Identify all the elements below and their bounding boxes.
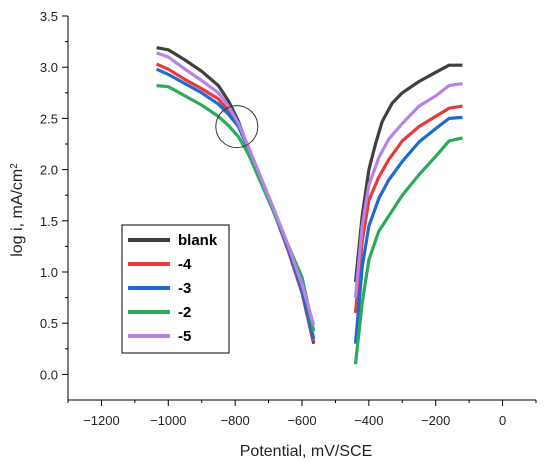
series-group [155,46,463,365]
x-tick-label: 0 [499,413,506,428]
y-tick-label: 3.5 [40,9,58,24]
y-tick-label: 3.0 [40,60,58,75]
x-tick-label: −1200 [83,413,120,428]
y-axis-title: log i, mA/cm2 [9,163,27,257]
x-tick-label: −200 [421,413,450,428]
x-tick-label: −1000 [150,413,187,428]
y-tick-label: 0.0 [40,367,58,382]
y-axis-title-superscript: 2 [9,163,20,169]
legend-label: -5 [178,328,191,345]
legend-label: -2 [178,304,191,321]
legend-label: -3 [178,280,191,297]
annotation-group [215,105,259,149]
y-tick-label: 2.0 [40,163,58,178]
axes-group: −1200 −1000 −800 −600 −400 −200 0 0.0 0.5 1.0 1.5 2… [40,9,537,428]
x-tick-label: −800 [220,413,249,428]
series-line-anodic [353,115,463,344]
y-tick-label: 2.5 [40,111,58,126]
y-tick-label: 1.5 [40,214,58,229]
series-line-cathodic [156,51,316,326]
legend-label: -4 [178,256,192,273]
x-axis-title: Potential, mV/SCE [240,443,373,460]
x-tick-label: −600 [287,413,316,428]
series-line-anodic [353,104,463,314]
x-tick-label: −400 [354,413,383,428]
y-tick-label: 0.5 [40,316,58,331]
series-line-anodic [353,63,463,283]
y-tick-label: 1.0 [40,265,58,280]
y-axis-title-main: log i, mA/cm [9,169,26,257]
legend: blank -4 -3 -2 -5 [121,224,230,354]
legend-label: blank [178,232,218,249]
annotation-circle [215,105,259,149]
series-line-anodic [353,136,463,365]
series-line-anodic [353,82,463,298]
